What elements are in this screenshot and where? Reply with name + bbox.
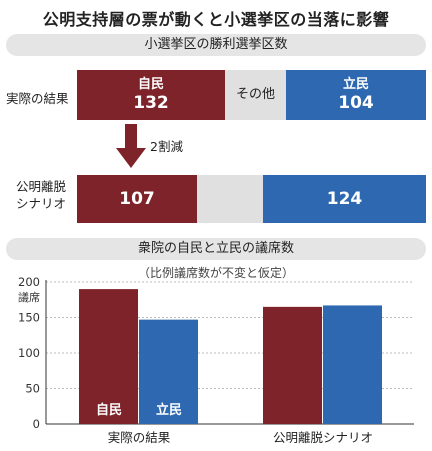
bar-segment-scenario-other [197,175,263,223]
segment-label-ldp: 自民 [137,77,164,92]
bar-series-label: 自民 [96,402,122,418]
bar-segment-scenario-ldp: 107 [77,175,197,223]
chart-subtitle: （比例議席数が不変と仮定） [137,266,294,280]
y-tick-label: 50 [25,382,40,396]
segment-value-scenario-ldp: 107 [119,189,155,209]
section-header-seats: 衆院の自民と立民の議席数 [6,238,426,260]
reduction-annotation: 2割減 [150,139,183,154]
bar-cdp-scenario [323,305,382,424]
row-label-actual: 実際の結果 [6,91,69,106]
y-tick-label: 150 [18,311,40,325]
y-tick-label: 100 [18,346,40,360]
y-axis-label: 議席 [18,290,40,304]
row-label-scenario-line2: シナリオ [16,196,67,211]
down-arrow-icon [116,124,146,168]
page-title: 公明支持層の票が動くと小選挙区の当落に影響 [42,10,390,29]
bar-segment-actual-cdp: 立民 104 [286,70,426,120]
segment-value-ldp: 132 [133,93,169,113]
segment-label-other: その他 [235,87,275,102]
bar-series-label: 立民 [156,402,182,418]
y-tick-label: 0 [33,417,40,431]
y-tick-label: 200 [18,275,40,289]
segment-value-cdp: 104 [338,93,374,113]
segment-value-scenario-cdp: 124 [326,189,363,209]
segment-label-cdp: 立民 [342,77,369,92]
bar-ldp-actual [79,289,138,424]
bar-cdp-actual [139,319,198,424]
x-category-label: 公明離脱シナリオ [273,430,373,445]
bar-ldp-scenario [263,306,322,424]
row-label-scenario: 公明離脱 シナリオ [16,178,66,212]
section-header-district-wins: 小選挙区の勝利選挙区数 [6,34,426,56]
bar-segment-scenario-cdp: 124 [263,175,426,223]
x-category-label: 実際の結果 [108,430,171,445]
bar-segment-actual-other: その他 [225,70,286,120]
row-label-scenario-line1: 公明離脱 [16,179,67,194]
bar-segment-actual-ldp: 自民 132 [77,70,225,120]
